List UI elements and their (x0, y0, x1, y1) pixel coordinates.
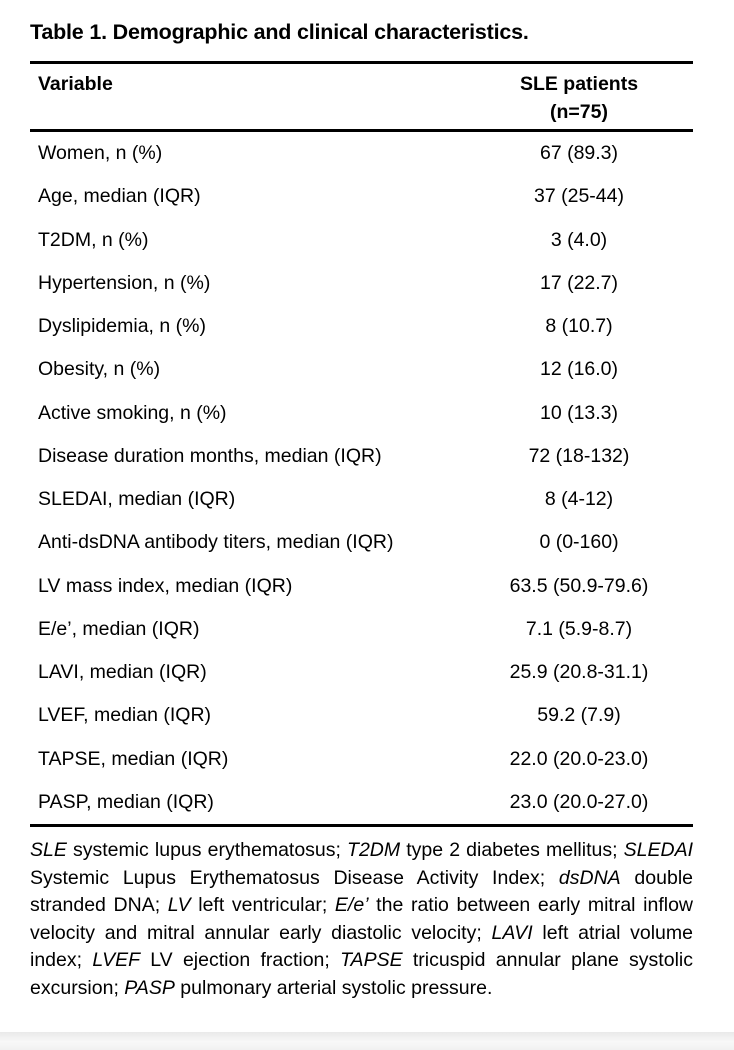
footnote-abbr: dsDNA (558, 866, 621, 889)
row-label: LV mass index, median (IQR) (38, 574, 293, 597)
demographics-table: Variable SLE patients (n=75) Women, n (%… (30, 61, 693, 827)
footnote-abbr: LVEF (92, 949, 141, 971)
row-value: 72 (18-132) (528, 444, 630, 467)
table-row: Active smoking, n (%) 10 (13.3) (30, 392, 693, 435)
row-value: 25.9 (20.8-31.1) (509, 661, 649, 684)
footnote-definition: pulmonary arterial systolic pressure. (174, 976, 493, 999)
row-label: T2DM, n (%) (38, 228, 149, 251)
row-value: 10 (13.3) (539, 401, 619, 424)
table-row: Dyslipidemia, n (%) 8 (10.7) (30, 305, 693, 348)
footnote-definition: Systemic Lupus Erythematosus Disease Act… (30, 866, 559, 889)
row-value: 23.0 (20.0-27.0) (509, 790, 649, 813)
table-row: SLEDAI, median (IQR) 8 (4-12) (30, 478, 693, 521)
row-value: 63.5 (50.9-79.6) (509, 574, 649, 597)
table-row: E/e’, median (IQR) 7.1 (5.9-8.7) (30, 608, 693, 651)
table-row: PASP, median (IQR) 23.0 (20.0-27.0) (30, 781, 693, 824)
footnote-abbr: TAPSE (340, 949, 403, 971)
row-value: 8 (10.7) (545, 315, 613, 338)
page-bottom-edge (0, 1032, 734, 1050)
row-value: 0 (0-160) (539, 531, 619, 554)
row-label: Dyslipidemia, n (%) (38, 315, 206, 338)
table-row: Women, n (%) 67 (89.3) (30, 132, 693, 175)
table-row: T2DM, n (%) 3 (4.0) (30, 219, 693, 262)
row-value: 59.2 (7.9) (537, 704, 621, 727)
row-value: 12 (16.0) (539, 358, 619, 381)
row-value: 22.0 (20.0-23.0) (509, 747, 649, 770)
table-title: Table 1. Demographic and clinical charac… (30, 20, 529, 44)
row-label: LAVI, median (IQR) (38, 661, 207, 684)
table-row: Age, median (IQR) 37 (25-44) (30, 175, 693, 218)
table-row: LAVI, median (IQR) 25.9 (20.8-31.1) (30, 651, 693, 694)
row-value: 67 (89.3) (539, 142, 619, 165)
row-label: Women, n (%) (38, 142, 163, 165)
table-row: TAPSE, median (IQR) 22.0 (20.0-23.0) (30, 738, 693, 781)
footnote-definition: LV ejection fraction; (140, 949, 341, 971)
footnote-definition: left atrial volume index; (30, 921, 693, 972)
footnote-abbr: SLE (30, 839, 67, 861)
table-body: Women, n (%) 67 (89.3) Age, median (IQR)… (30, 132, 693, 824)
footnote-definition: the ratio between early mitral inflow ve… (30, 894, 694, 944)
footnote-definition: type 2 diabetes mellitus; (400, 839, 624, 861)
footnote-abbr: T2DM (347, 839, 401, 861)
row-value: 37 (25-44) (534, 185, 624, 208)
row-label: Age, median (IQR) (38, 185, 201, 208)
row-label: Disease duration months, median (IQR) (38, 444, 382, 467)
row-label: Obesity, n (%) (38, 358, 161, 381)
table-header-row: Variable SLE patients (n=75) (30, 64, 693, 132)
footnote-definition: double stranded DNA; (30, 866, 693, 917)
row-value: 7.1 (5.9-8.7) (525, 617, 633, 640)
footnote-abbr: PASP (124, 976, 175, 999)
footnote-definition: tricuspid annular plane systolic excursi… (30, 949, 693, 999)
row-value: 17 (22.7) (539, 271, 619, 294)
footnote-abbr: LV (167, 894, 191, 916)
row-label: Anti-dsDNA antibody titers, median (IQR) (38, 531, 394, 554)
table-figure: Table 1. Demographic and clinical charac… (30, 0, 693, 1002)
row-label: PASP, median (IQR) (38, 790, 214, 813)
table-row: Obesity, n (%) 12 (16.0) (30, 348, 693, 391)
footnote-abbr: E/e’ (334, 894, 369, 916)
row-label: LVEF, median (IQR) (38, 704, 212, 727)
patients-column-header: SLE patients (n=75) (465, 70, 693, 126)
table-row: Disease duration months, median (IQR) 72… (30, 435, 693, 478)
patients-column-header-line2: (n=75) (550, 101, 608, 123)
footnote-definition: left ventricular; (190, 894, 335, 916)
row-value: 3 (4.0) (550, 228, 608, 251)
variable-column-header: Variable (38, 73, 113, 95)
footnote-definition: systemic lupus erythematosus; (66, 839, 348, 861)
row-value: 8 (4-12) (544, 488, 614, 511)
row-label: SLEDAI, median (IQR) (38, 488, 236, 511)
patients-column-header-line1: SLE patients (519, 73, 639, 95)
table-row: LVEF, median (IQR) 59.2 (7.9) (30, 694, 693, 737)
row-label: Hypertension, n (%) (38, 271, 211, 294)
footnote-abbr: LAVI (491, 921, 533, 944)
footnote: SLE systemic lupus erythematosus; T2DM t… (30, 837, 693, 1002)
table-row: Hypertension, n (%) 17 (22.7) (30, 262, 693, 305)
footnote-abbr: SLEDAI (623, 839, 693, 861)
row-label: E/e’, median (IQR) (38, 617, 200, 640)
table-row: Anti-dsDNA antibody titers, median (IQR)… (30, 521, 693, 564)
table-row: LV mass index, median (IQR) 63.5 (50.9-7… (30, 565, 693, 608)
row-label: Active smoking, n (%) (38, 401, 227, 424)
row-label: TAPSE, median (IQR) (38, 747, 229, 770)
